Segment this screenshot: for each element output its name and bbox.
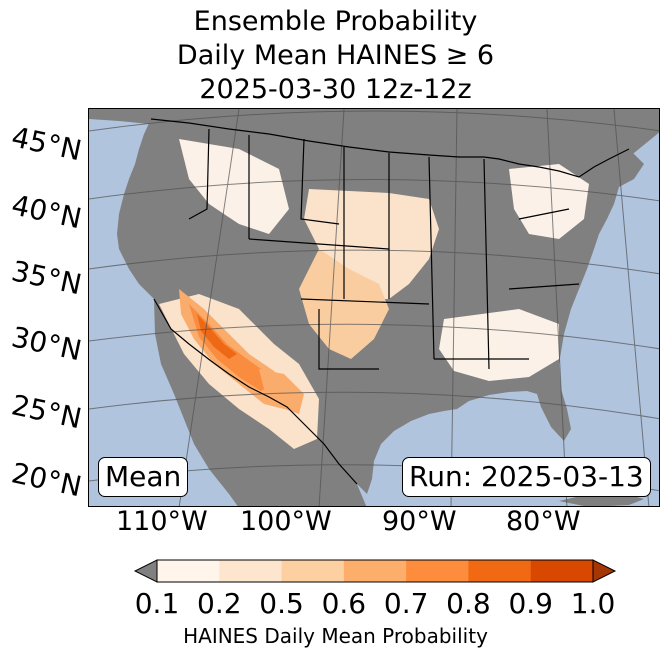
lat-label-30: 30°N [8,320,85,368]
title-line-3: 2025-03-30 12z-12z [199,74,472,105]
colorbar-tick-label: 0.8 [446,587,491,620]
lon-label-80w: 80°W [506,506,581,537]
run-date-label: Run: 2025-03-13 [402,457,651,497]
colorbar-tick-label: 1.0 [570,587,616,620]
colorbar-tick-label: 0.1 [134,587,180,620]
colorbar-segment [281,560,345,582]
title-line-2: Daily Mean HAINES ≥ 6 [176,40,495,71]
colorbar-tick-label: 0.9 [508,587,553,620]
political-borders [150,118,630,485]
colorbar-segment [530,560,594,582]
prob-region-texas-mid [259,369,304,414]
prob-region-northeast [509,164,589,239]
lat-label-20: 20°N [8,456,85,504]
lat-label-40: 40°N [8,188,85,236]
prob-region-southeast [439,309,559,381]
colorbar-tick-label: 0.7 [383,587,429,620]
colorbar-segment [343,560,407,582]
lat-label-25: 25°N [8,388,85,436]
lat-label-35: 35°N [8,254,85,302]
prob-region-southwest-peak [197,314,237,359]
colorbar-over-arrow [592,559,617,583]
prob-region-southwest-high [189,304,274,391]
colorbar-under-arrow [133,559,158,583]
colorbar-tick-label: 0.5 [259,587,304,620]
lon-label-100w: 100°W [240,506,332,537]
lon-label-90w: 90°W [382,506,457,537]
title-line-1: Ensemble Probability [193,6,478,37]
colorbar-segment [406,560,469,582]
graticule [89,109,659,506]
lat-label-45: 45°N [8,120,85,168]
map-panel [88,108,660,507]
prob-region-central [299,249,389,359]
colorbar-segment [468,560,532,582]
canada-landmass [89,109,659,187]
colorbar-tick-label: 0.6 [321,587,367,620]
map-svg [89,109,659,506]
prob-region-northwest [179,139,289,234]
colorbar [133,559,617,583]
lon-label-110w: 110°W [116,506,208,537]
colorbar-segment [157,560,220,582]
colorbar-label: HAINES Daily Mean Probability [183,624,488,648]
probability-shading [159,139,589,449]
colorbar-tick-label: 0.2 [197,587,242,620]
colorbar-segment [219,560,283,582]
statistic-label: Mean [98,457,189,497]
